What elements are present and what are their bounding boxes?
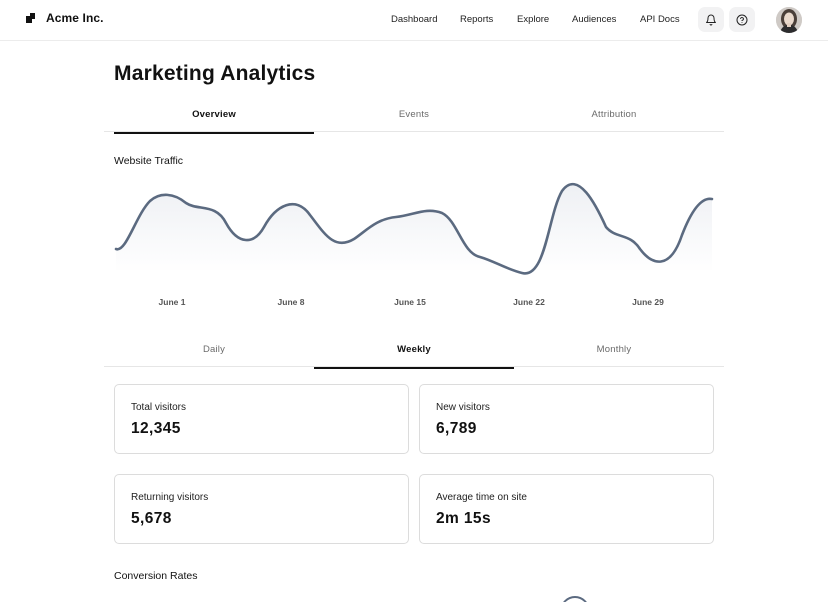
tab-weekly[interactable]: Weekly [314,331,514,369]
stat-card-total-visitors: Total visitors 12,345 [114,384,409,454]
user-avatar[interactable] [776,7,802,33]
range-tabs: Daily Weekly Monthly [104,331,724,369]
x-tick-label: June 15 [394,297,426,307]
user-photo-icon [776,7,802,33]
acme-logo-icon [26,13,36,23]
nav-link-audiences[interactable]: Audiences [572,14,617,25]
stat-value: 12,345 [131,420,181,437]
nav-link-reports[interactable]: Reports [460,14,494,25]
stat-label: New visitors [436,402,490,413]
traffic-area-fill [116,184,712,274]
stat-value: 6,789 [436,420,477,437]
top-navigation-bar: Acme Inc. Dashboard Reports Explore Audi… [0,0,828,41]
nav-link-explore[interactable]: Explore [517,14,550,25]
stat-card-new-visitors: New visitors 6,789 [419,384,714,454]
help-button[interactable] [729,7,755,32]
tab-events[interactable]: Events [398,108,430,120]
stat-value: 5,678 [131,510,172,527]
x-axis-ticks: June 1 June 8 June 15 June 22 June 29 [159,297,665,307]
stat-label: Total visitors [131,402,187,413]
x-tick-label: June 1 [159,297,186,307]
conversion-chart-ring [553,589,597,602]
x-tick-label: June 22 [513,297,545,307]
x-tick-label: June 8 [278,297,305,307]
main-nav: Dashboard Reports Explore Audiences API … [0,14,828,28]
website-traffic-title: Website Traffic [114,155,184,167]
conversion-rates-title: Conversion Rates [114,570,198,582]
x-tick-label: June 29 [632,297,664,307]
website-traffic-chart: June 1 June 8 June 15 June 22 June 29 [114,175,714,315]
tab-monthly[interactable]: Monthly [596,343,632,355]
nav-link-api-docs[interactable]: API Docs [640,14,680,25]
nav-link-dashboard[interactable]: Dashboard [391,14,438,25]
tab-overview[interactable]: Overview [114,96,314,134]
main-tabs: Overview Events Attribution [104,96,724,134]
tab-daily[interactable]: Daily [202,343,226,355]
stat-label: Average time on site [436,492,527,503]
stat-card-average-time: Average time on site 2m 15s [419,474,714,544]
traffic-series-line [114,182,714,275]
page-title: Marketing Analytics [114,62,316,85]
stat-value: 2m 15s [436,510,491,527]
bell-icon [706,14,716,25]
stat-card-returning-visitors: Returning visitors 5,678 [114,474,409,544]
help-circle-icon [736,14,748,25]
traffic-chart-svg: June 1 June 8 June 15 June 22 June 29 [114,182,714,307]
brand-name: Acme Inc. [46,11,104,25]
notifications-button[interactable] [698,7,724,32]
brand-logo[interactable]: Acme Inc. [26,11,104,25]
stat-label: Returning visitors [131,492,209,503]
tab-attribution[interactable]: Attribution [591,108,637,120]
